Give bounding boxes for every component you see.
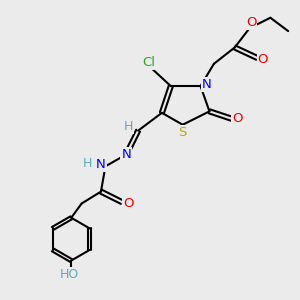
Text: H: H (83, 157, 92, 170)
Text: H: H (124, 120, 133, 133)
Text: O: O (232, 112, 242, 125)
Text: HO: HO (60, 268, 80, 281)
Text: S: S (178, 126, 187, 139)
Text: N: N (202, 78, 211, 91)
Text: O: O (258, 53, 268, 66)
Text: Cl: Cl (142, 56, 155, 69)
Text: O: O (123, 197, 134, 210)
Text: N: N (121, 148, 131, 161)
Text: N: N (96, 158, 106, 171)
Text: O: O (246, 16, 256, 29)
